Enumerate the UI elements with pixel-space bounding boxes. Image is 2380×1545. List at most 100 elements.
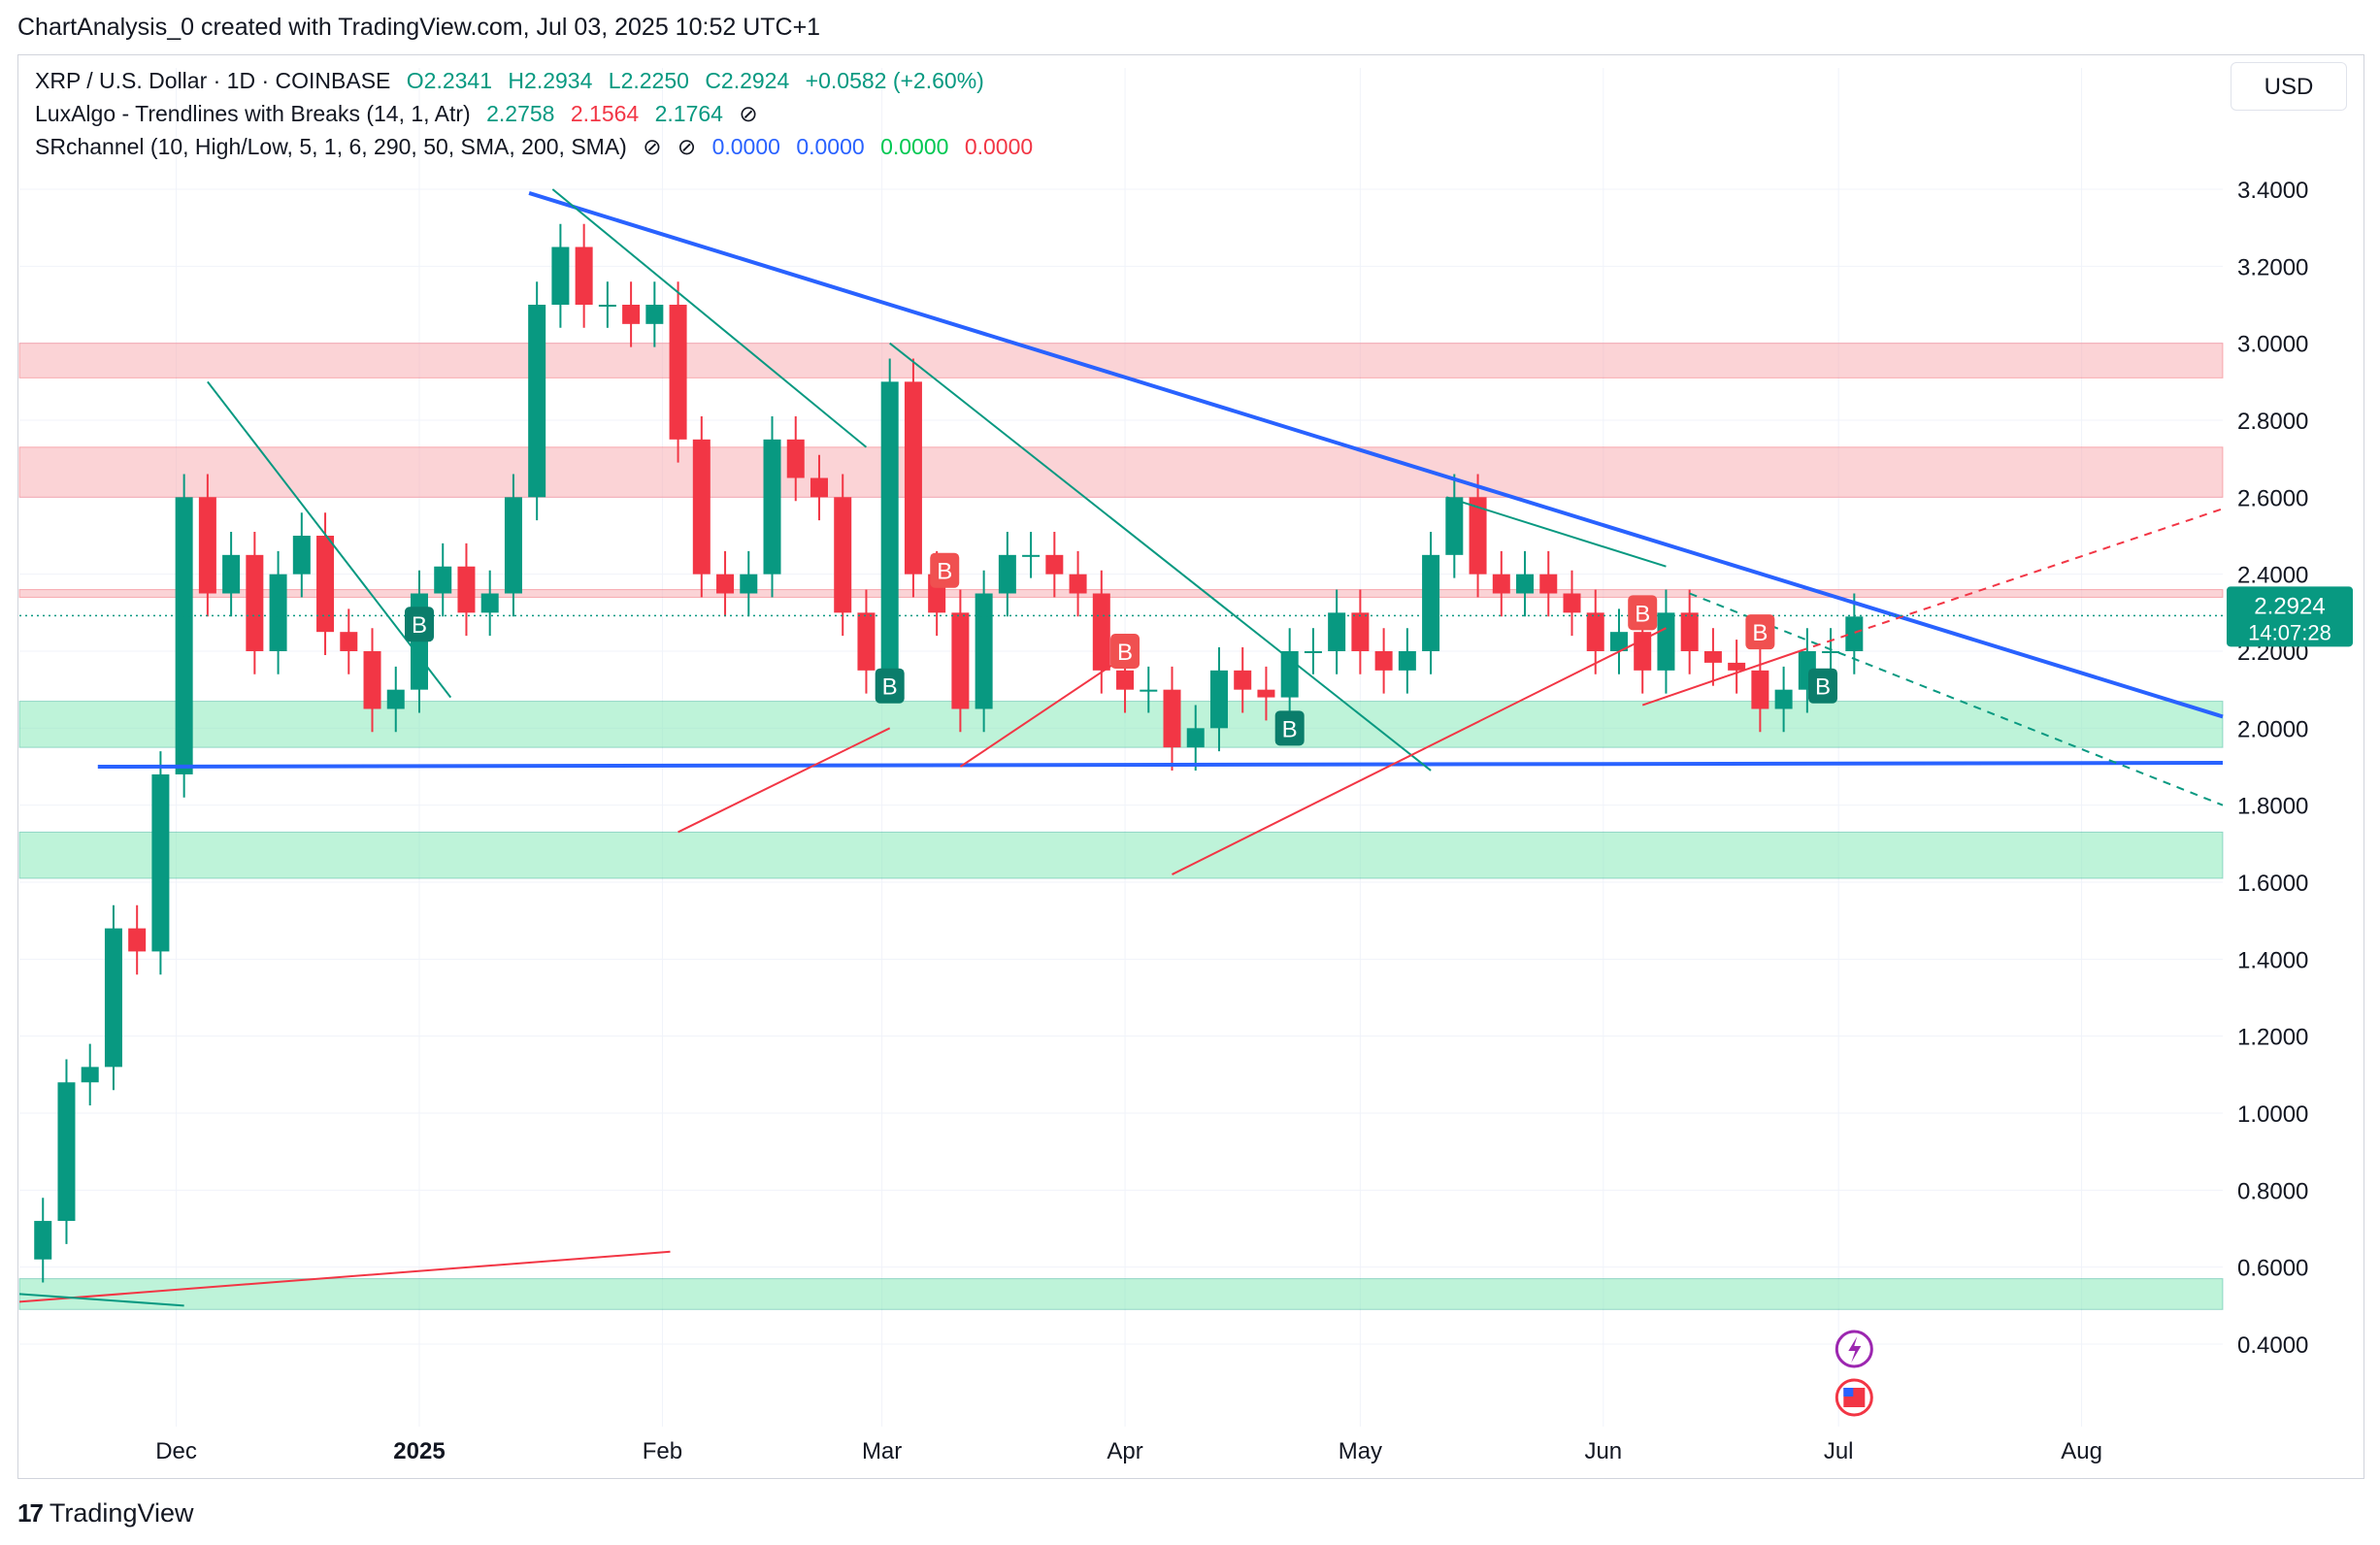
- x-tick-label: May: [1339, 1438, 1382, 1464]
- luxalgo-value-3: 2.1764: [654, 101, 723, 126]
- candle-up: [34, 1221, 52, 1260]
- candle-up: [1445, 497, 1464, 555]
- candle-down: [457, 566, 476, 613]
- candle-down: [1116, 670, 1135, 690]
- flag-canton-icon: [1843, 1388, 1854, 1397]
- y-tick-label: 1.8000: [2237, 794, 2308, 820]
- trendline: [207, 380, 452, 699]
- candle-up: [1304, 651, 1322, 653]
- resistance-zone: [18, 446, 2224, 498]
- symbol-legend[interactable]: XRP / U.S. Dollar · 1D · COINBASE O2.234…: [35, 68, 994, 94]
- tradingview-brand[interactable]: 17 TradingView: [17, 1498, 194, 1529]
- candle-down: [834, 497, 852, 613]
- candle-down: [786, 439, 805, 478]
- break-label-down: [930, 552, 960, 588]
- brand-name: TradingView: [49, 1498, 194, 1528]
- candle-up: [1398, 651, 1416, 671]
- candle-up: [175, 497, 193, 774]
- break-label-text: B: [1282, 716, 1298, 742]
- candle-up: [480, 593, 499, 613]
- break-label-text: B: [882, 674, 898, 701]
- y-tick-label: 1.2000: [2237, 1025, 2308, 1051]
- candle-down: [669, 305, 687, 440]
- low-value: L2.2250: [608, 68, 689, 93]
- candle-down: [1586, 612, 1604, 651]
- y-tick-label: 2.4000: [2237, 563, 2308, 589]
- candle-down: [340, 632, 358, 651]
- sr-value-2: 0.0000: [796, 134, 865, 159]
- candle-down: [692, 439, 711, 575]
- candle-up: [1422, 554, 1440, 651]
- candle-down: [1469, 497, 1487, 575]
- trendline: [1172, 627, 1667, 875]
- candle-up: [269, 574, 287, 651]
- y-tick-label: 3.4000: [2237, 178, 2308, 204]
- trendline: [889, 342, 1432, 772]
- trendline: [678, 727, 891, 834]
- candle-down: [1069, 574, 1087, 594]
- candle-down: [904, 381, 922, 575]
- candle-up: [434, 566, 452, 594]
- candle-down: [1703, 651, 1722, 663]
- candle-down: [622, 305, 641, 324]
- time-axis: Dec 2025 Feb Mar Apr May Jun Jul Aug: [155, 1438, 2102, 1464]
- chart-caption: ChartAnalysis_0 created with TradingView…: [17, 14, 821, 41]
- candle-down: [1092, 593, 1110, 671]
- chart-pane[interactable]: [17, 54, 2364, 1479]
- srchannel-legend[interactable]: SRchannel (10, High/Low, 5, 1, 6, 290, 5…: [35, 134, 1042, 160]
- luxalgo-title: LuxAlgo - Trendlines with Breaks (14, 1,…: [35, 101, 471, 126]
- symbol-title: XRP / U.S. Dollar · 1D · COINBASE: [35, 68, 391, 93]
- change-value: +0.0582 (+2.60%): [805, 68, 984, 93]
- candle-down: [951, 612, 970, 709]
- candle-down: [198, 497, 216, 594]
- sr-zones: [18, 343, 2224, 1310]
- trendlines: [18, 188, 2224, 1307]
- candle-up: [1328, 612, 1346, 651]
- trendline: [959, 650, 1134, 768]
- sr-value-4: 0.0000: [964, 134, 1034, 159]
- currency-button[interactable]: USD: [2231, 62, 2347, 111]
- price-tag: [2227, 586, 2353, 647]
- candle-down: [1257, 689, 1275, 698]
- candle-down: [128, 928, 147, 952]
- candle-up: [1022, 554, 1041, 557]
- support-zone: [18, 1278, 2224, 1310]
- trendline: [18, 1250, 671, 1303]
- hidden-output-icon: ⊘: [643, 134, 662, 159]
- break-label-text: B: [937, 559, 952, 585]
- candle-up: [1209, 670, 1228, 729]
- candle-up: [528, 305, 546, 498]
- trendline: [551, 188, 868, 448]
- candle-up: [740, 574, 758, 594]
- trendline: [528, 191, 2224, 719]
- break-label-text: B: [1117, 640, 1133, 666]
- luxalgo-value-2: 2.1564: [570, 101, 640, 126]
- luxalgo-value-1: 2.2758: [486, 101, 555, 126]
- break-label-up: [1274, 710, 1305, 746]
- candle-up: [975, 593, 993, 709]
- break-labels: B B B B B B B B: [404, 552, 1873, 1417]
- candle-up: [763, 439, 781, 575]
- candle-up: [1516, 574, 1535, 594]
- candle-up: [222, 554, 241, 594]
- luxalgo-legend[interactable]: LuxAlgo - Trendlines with Breaks (14, 1,…: [35, 101, 768, 127]
- break-label-text: B: [1635, 601, 1650, 627]
- candle-down: [857, 612, 876, 671]
- trendline: [97, 761, 2224, 769]
- y-tick-label: 3.0000: [2237, 332, 2308, 358]
- candle-down: [1234, 670, 1252, 690]
- candle-up: [1609, 632, 1628, 651]
- candle-down: [1563, 593, 1581, 613]
- resistance-zone: [18, 589, 2224, 598]
- candle-up: [880, 381, 899, 671]
- candle-up: [1822, 651, 1840, 653]
- high-value: H2.2934: [508, 68, 593, 93]
- break-label-down: [1628, 595, 1658, 631]
- candle-up: [551, 247, 570, 305]
- trendline: [1445, 496, 1667, 568]
- candle-up: [1140, 689, 1158, 692]
- price-tag-value: 2.2924: [2254, 593, 2325, 619]
- y-tick-label: 3.2000: [2237, 254, 2308, 280]
- srchannel-title: SRchannel (10, High/Low, 5, 1, 6, 290, 5…: [35, 134, 627, 159]
